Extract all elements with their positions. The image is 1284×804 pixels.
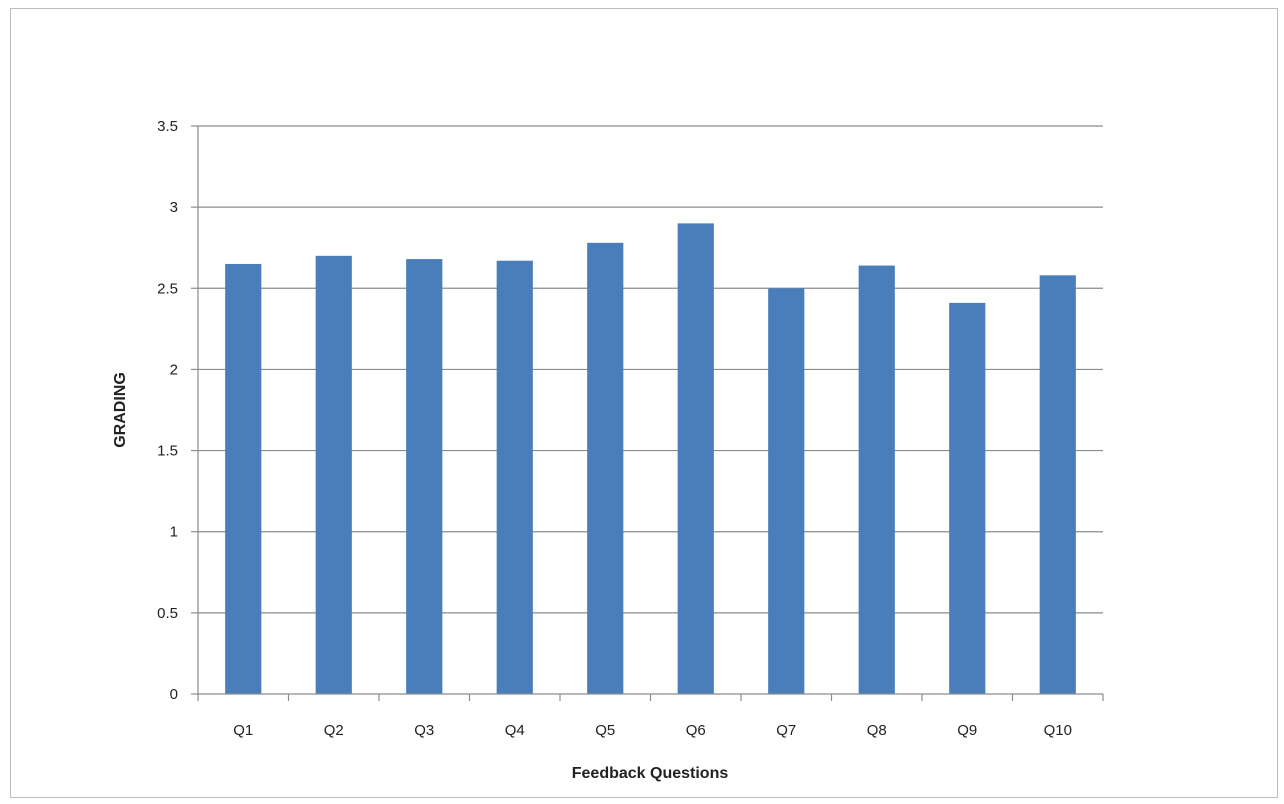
x-tick-label: Q8	[867, 722, 887, 739]
y-tick-label: 2	[170, 361, 178, 378]
y-tick-label: 1.5	[157, 443, 178, 460]
y-tick-label: 0	[170, 686, 178, 703]
y-tick-label: 1	[170, 524, 178, 541]
x-tick-label: Q5	[595, 722, 615, 739]
y-axis-title: GRADING	[112, 372, 129, 448]
x-tick-label: Q2	[324, 722, 344, 739]
x-tick-label: Q9	[957, 722, 977, 739]
bar-q3	[406, 259, 443, 694]
axes	[191, 125, 1104, 701]
x-tick-label: Q4	[505, 722, 525, 739]
y-tick-label: 3.5	[157, 118, 178, 135]
bar-q2	[315, 255, 352, 695]
x-tick-label: Q3	[414, 722, 434, 739]
x-axis-title: Feedback Questions	[572, 765, 729, 782]
y-tick-label: 0.5	[157, 605, 178, 622]
x-tick-label: Q10	[1044, 722, 1072, 739]
bar-q4	[496, 260, 533, 694]
bar-q6	[677, 223, 714, 694]
x-tick-labels: Q1 Q2 Q3 Q4 Q5 Q6 Q7 Q8 Q9 Q10	[233, 722, 1072, 739]
x-tick-label: Q6	[686, 722, 706, 739]
x-tick-label: Q7	[776, 722, 796, 739]
bars	[225, 223, 1076, 695]
x-tick-label: Q1	[233, 722, 253, 739]
bar-q9	[949, 302, 986, 694]
bar-q10	[1039, 275, 1076, 694]
bar-q8	[858, 265, 895, 694]
bar-q7	[768, 288, 805, 694]
bar-q1	[225, 263, 262, 694]
bar-q5	[587, 242, 624, 695]
y-tick-label: 2.5	[157, 280, 178, 297]
y-tick-label: 3	[170, 199, 178, 216]
y-tick-labels: 0 0.5 1 1.5 2 2.5 3 3.5	[157, 118, 178, 703]
